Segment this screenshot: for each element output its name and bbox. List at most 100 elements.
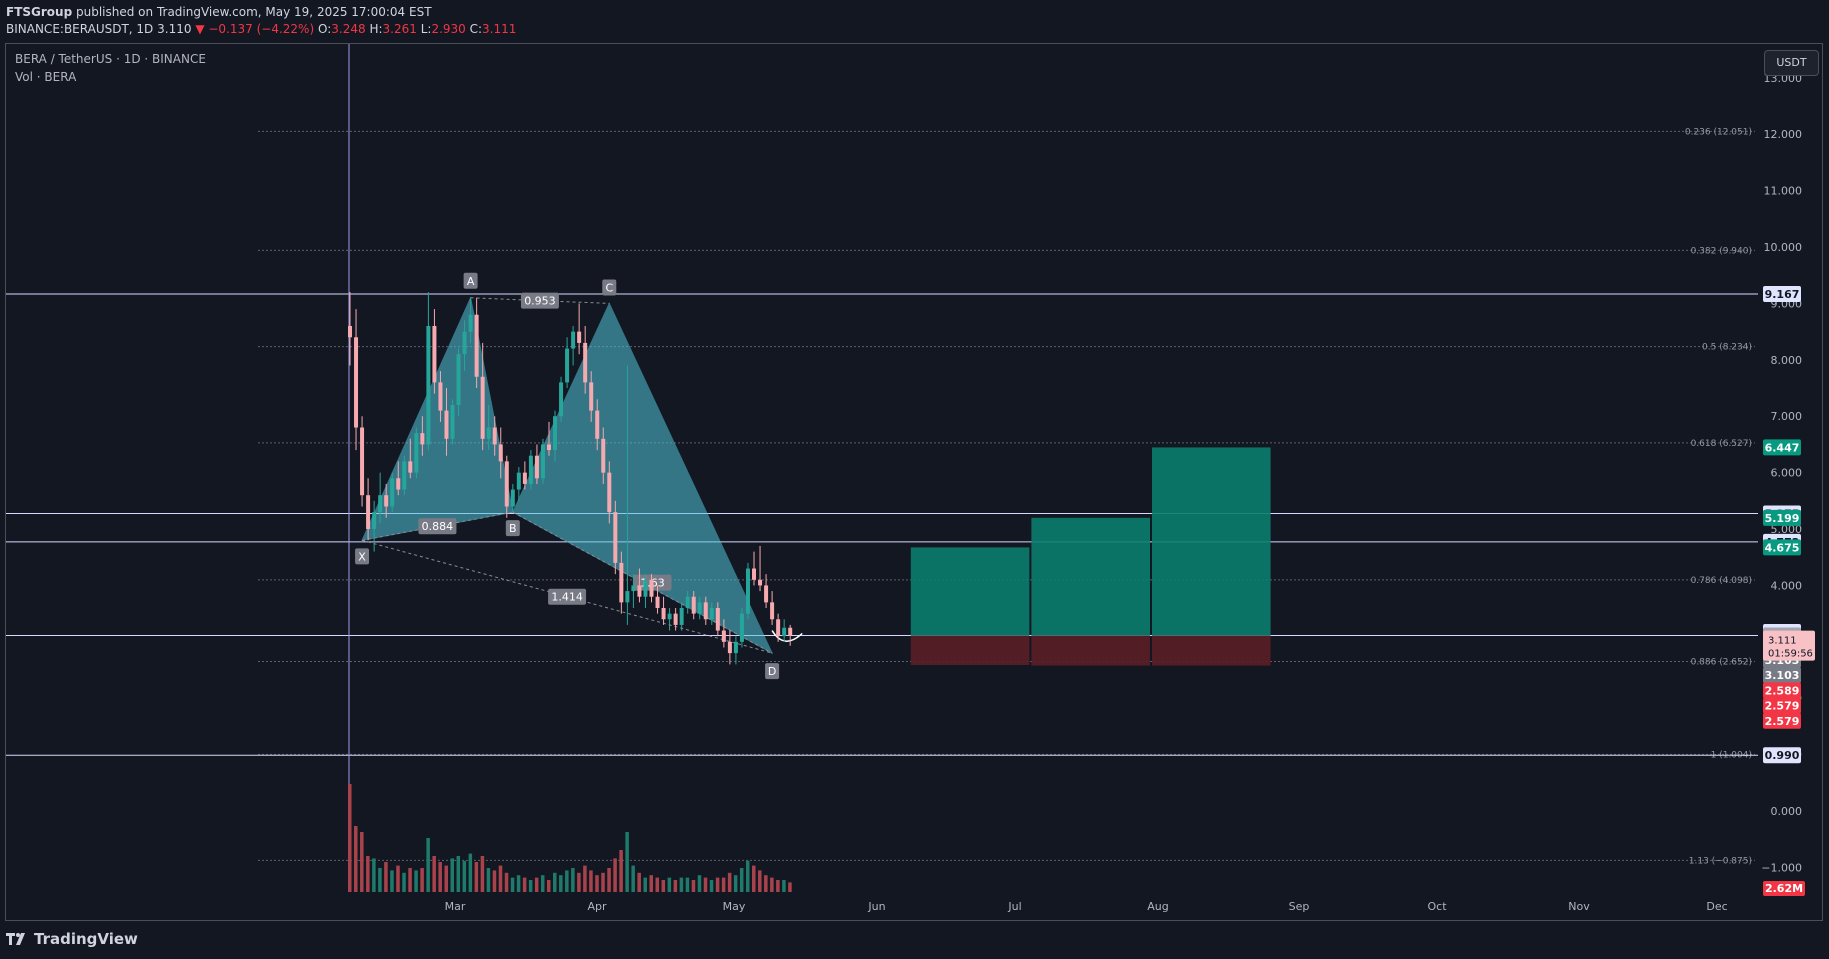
volume-bar bbox=[571, 868, 575, 892]
candle-body bbox=[504, 461, 509, 507]
volume-bar bbox=[776, 880, 780, 892]
price-tag-bg bbox=[1763, 539, 1801, 556]
target-boxes bbox=[910, 447, 1271, 666]
volume-bar bbox=[752, 865, 756, 892]
volume-bar bbox=[577, 872, 581, 892]
fib-label: 0.786 (4.098) bbox=[1691, 576, 1752, 586]
candle-body bbox=[758, 579, 763, 586]
high-value: 3.261 bbox=[382, 22, 417, 36]
horizontal-lines bbox=[6, 44, 1758, 890]
price-tag: 2.589 bbox=[1765, 684, 1800, 697]
candle-body bbox=[438, 382, 443, 411]
candle-body bbox=[625, 591, 630, 603]
y-tick-label: 12.000 bbox=[1764, 128, 1803, 141]
pattern-ratio-line bbox=[512, 511, 773, 654]
point-label-bg bbox=[355, 548, 370, 565]
x-tick-label: Apr bbox=[587, 900, 607, 913]
chart-header: FTSGroup published on TradingView.com, M… bbox=[0, 0, 1829, 42]
point-label-bg bbox=[602, 279, 617, 296]
ratio-label: 0.953 bbox=[524, 295, 556, 308]
point-label: D bbox=[768, 665, 776, 678]
point-label-bg bbox=[765, 663, 780, 680]
volume-bar bbox=[782, 880, 786, 892]
volume-tag-bg bbox=[1763, 881, 1805, 896]
candle-body bbox=[619, 562, 624, 603]
volume-bar bbox=[643, 877, 647, 892]
candle-body bbox=[782, 627, 787, 637]
low-label: L: bbox=[420, 22, 432, 36]
volume-bar bbox=[456, 856, 461, 892]
candle-body bbox=[390, 478, 395, 507]
candle-body bbox=[474, 314, 479, 377]
volume-bar bbox=[619, 850, 623, 892]
candle-body bbox=[553, 416, 558, 451]
candle-body bbox=[414, 433, 419, 473]
candle-body bbox=[679, 608, 684, 625]
pattern-ratio-line bbox=[361, 511, 513, 541]
price-tag: 6.447 bbox=[1765, 441, 1800, 454]
x-tick-label: Nov bbox=[1568, 900, 1590, 913]
volume-bar bbox=[402, 872, 406, 892]
x-tick-label: May bbox=[723, 900, 746, 913]
price-tag: 0.990 bbox=[1765, 749, 1800, 762]
currency-button[interactable]: USDT bbox=[1764, 50, 1819, 76]
volume-bar bbox=[691, 880, 696, 892]
symbol-legend[interactable]: BERA / TetherUS · 1D · BINANCE bbox=[15, 52, 206, 66]
candle-body bbox=[498, 444, 503, 462]
price-tag: 2.579 bbox=[1765, 700, 1800, 713]
stop-box bbox=[910, 635, 1030, 666]
candle-body bbox=[366, 495, 371, 530]
y-tick-label: −1.000 bbox=[1761, 861, 1802, 874]
price-change: −0.137 (−4.22%) bbox=[208, 22, 315, 36]
x-tick-label: Jun bbox=[867, 900, 885, 913]
volume-bar bbox=[432, 856, 436, 892]
countdown: 01:59:56 bbox=[1768, 649, 1813, 660]
current-price-bg bbox=[1763, 630, 1815, 661]
candle-body bbox=[492, 427, 497, 445]
x-tick-label: Aug bbox=[1147, 900, 1168, 913]
chart-frame bbox=[5, 43, 1823, 921]
fib-label: 0.5 (8.234) bbox=[1702, 343, 1752, 353]
price-tag-bg bbox=[1763, 712, 1801, 729]
publisher[interactable]: FTSGroup bbox=[6, 5, 73, 19]
ohlc-line: BINANCE:BERAUSDT, 1D 3.110 ▼ −0.137 (−4.… bbox=[6, 22, 516, 36]
y-tick-label: 5.000 bbox=[1771, 523, 1803, 536]
candle-body bbox=[721, 630, 726, 642]
candle-body bbox=[752, 568, 757, 580]
last-price: 3.110 bbox=[157, 22, 192, 36]
tradingview-logo[interactable]: TradingView bbox=[6, 930, 138, 948]
candle-body bbox=[727, 641, 732, 654]
volume-bar bbox=[522, 877, 527, 892]
fib-label: 1.13 (−0.875) bbox=[1689, 856, 1752, 866]
ratio-label: 1.414 bbox=[551, 591, 583, 604]
candle-body bbox=[733, 641, 738, 654]
candle-body bbox=[462, 331, 467, 355]
volume-bar bbox=[709, 880, 714, 892]
candle-body bbox=[631, 585, 636, 592]
curve-annotation bbox=[771, 630, 803, 642]
y-tick-label: 6.000 bbox=[1771, 467, 1803, 480]
price-tag-bg bbox=[1763, 286, 1801, 303]
volume-bar bbox=[589, 870, 593, 892]
volume-bars bbox=[348, 784, 792, 892]
volume-bar bbox=[474, 862, 479, 892]
volume-bar bbox=[631, 865, 635, 892]
candle-body bbox=[649, 579, 654, 597]
volume-legend[interactable]: Vol · BERA bbox=[15, 70, 77, 84]
candle-body bbox=[559, 382, 564, 417]
volume-bar bbox=[595, 875, 599, 892]
current-price: 3.111 bbox=[1768, 636, 1797, 647]
y-tick-label: 4.000 bbox=[1771, 579, 1803, 592]
candle-body bbox=[745, 568, 750, 614]
time-axis: Mar Apr May Jun Jul Aug Sep Oct Nov Dec bbox=[445, 900, 1728, 913]
candle-body bbox=[583, 342, 588, 383]
point-label: A bbox=[467, 275, 475, 288]
candle-body bbox=[534, 455, 539, 479]
volume-bar bbox=[565, 870, 569, 892]
volume-bar bbox=[685, 877, 690, 892]
volume-bar bbox=[408, 868, 412, 892]
volume-bar bbox=[721, 877, 726, 892]
volume-bar bbox=[444, 865, 448, 892]
point-label: X bbox=[358, 550, 366, 563]
